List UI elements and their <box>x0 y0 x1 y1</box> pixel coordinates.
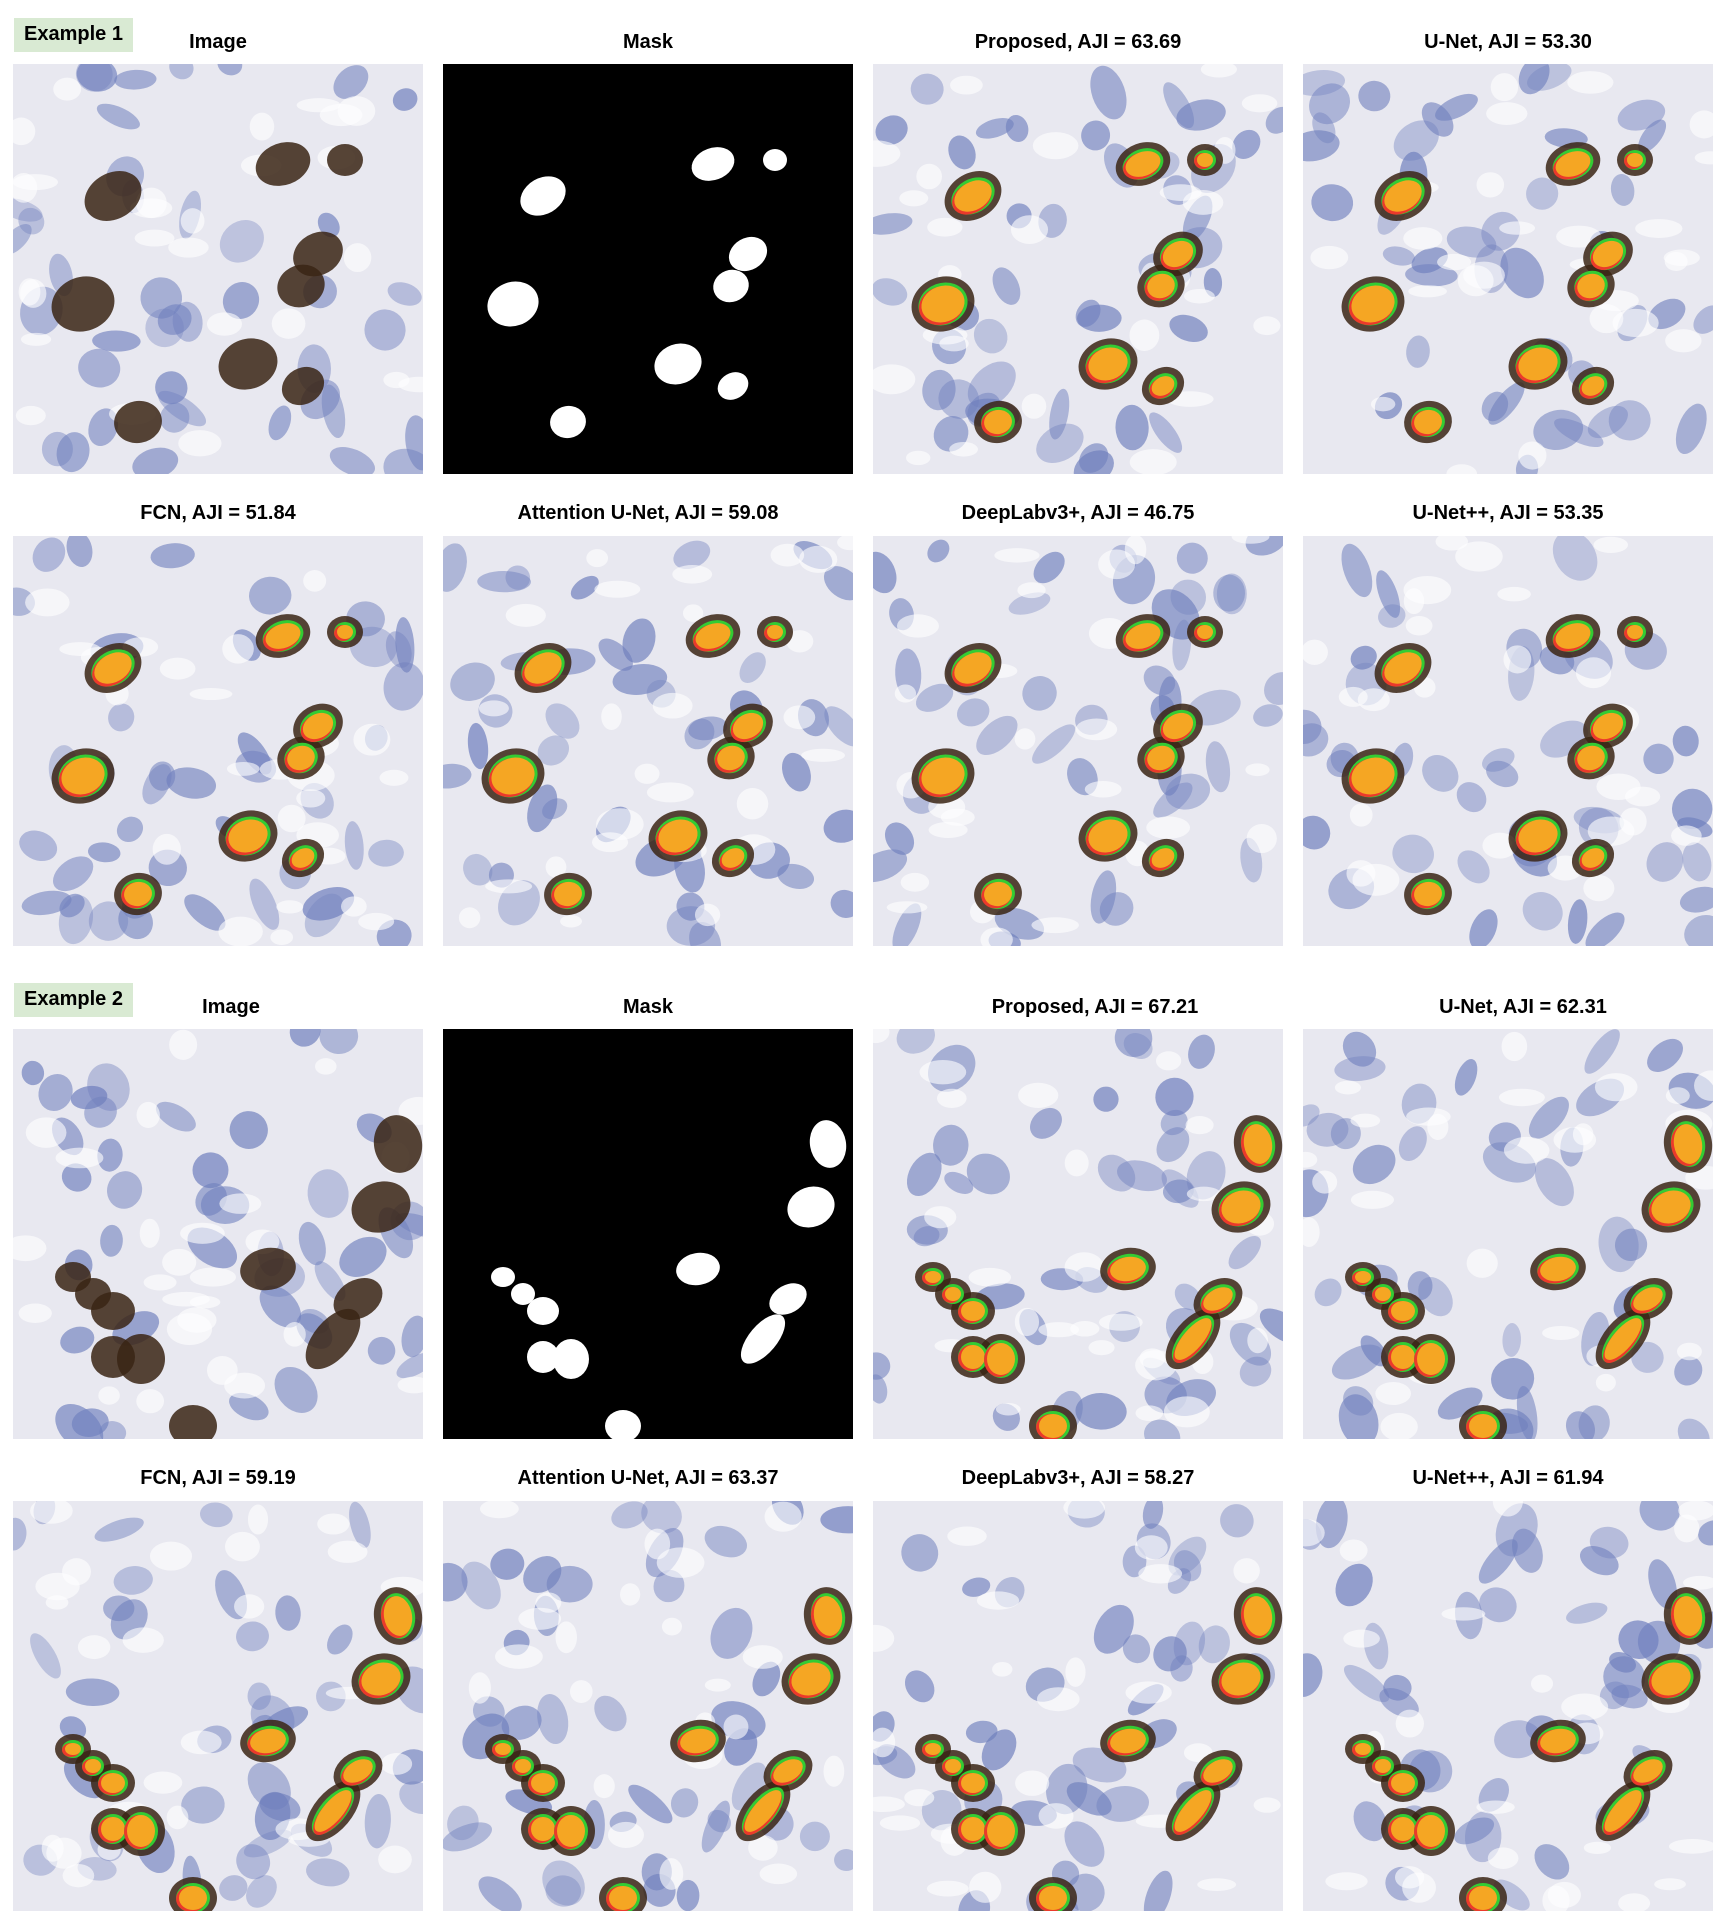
panel-title: U-Net, AJI = 62.31 <box>1439 996 1607 1018</box>
panel-title: Image <box>202 996 260 1018</box>
panel-title: FCN, AJI = 51.84 <box>140 502 296 524</box>
example-2-label: Example 2 <box>14 983 133 1017</box>
overlay-panel-unetpp <box>1303 536 1713 946</box>
overlay-panel-deeplabv3 <box>873 1501 1283 1911</box>
overlay-panel-fcn <box>13 1501 423 1911</box>
panel-title: Attention U-Net, AJI = 63.37 <box>517 1467 779 1489</box>
panel-title: Image <box>189 31 247 53</box>
panel-title: Mask <box>622 31 674 53</box>
panel-title: DeepLabv3+, AJI = 46.75 <box>961 502 1195 524</box>
example-1-label: Example 1 <box>14 18 133 52</box>
overlay-panel-proposed <box>873 64 1283 474</box>
he-image-panel <box>13 64 423 474</box>
panel-title: U-Net++, AJI = 53.35 <box>1412 502 1604 524</box>
panel-title: DeepLabv3+, AJI = 58.27 <box>961 1467 1195 1489</box>
overlay-panel-unetpp <box>1303 1501 1713 1911</box>
panel-title: Attention U-Net, AJI = 59.08 <box>517 502 779 524</box>
mask-panel <box>443 1029 853 1439</box>
mask-panel <box>443 64 853 474</box>
overlay-panel-proposed <box>873 1029 1283 1439</box>
overlay-panel-fcn <box>13 536 423 946</box>
panel-title: FCN, AJI = 59.19 <box>140 1467 296 1489</box>
he-image-panel <box>13 1029 423 1439</box>
panel-title: U-Net++, AJI = 61.94 <box>1412 1467 1604 1489</box>
panel-title: Proposed, AJI = 63.69 <box>974 31 1182 53</box>
overlay-panel-unet <box>1303 64 1713 474</box>
panel-title: Mask <box>622 996 674 1018</box>
overlay-panel-deeplabv3 <box>873 536 1283 946</box>
panel-title: Proposed, AJI = 67.21 <box>991 996 1199 1018</box>
panel-title: U-Net, AJI = 53.30 <box>1424 31 1592 53</box>
overlay-panel-unet <box>1303 1029 1713 1439</box>
overlay-panel-attention-unet <box>443 1501 853 1911</box>
overlay-panel-attention-unet <box>443 536 853 946</box>
